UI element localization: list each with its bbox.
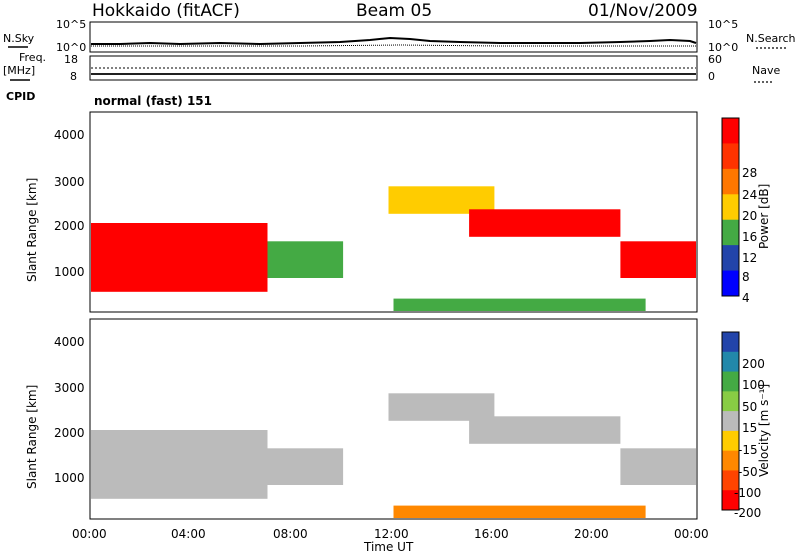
- velocity-panel: [91, 393, 696, 518]
- velocity-cbar-tick-50: 50: [742, 400, 757, 414]
- velocity-colorbar-swatch-4: [722, 411, 739, 432]
- nsearch-label: N.Search: [746, 32, 796, 45]
- ylabel-power: Slant Range [km]: [25, 178, 39, 282]
- velocity-cbar-tick-15: 15: [742, 421, 757, 435]
- xtick-1: 04:00: [171, 527, 206, 541]
- velocity-colorbar-swatch-0: [722, 332, 739, 353]
- nsearch-trace: [91, 44, 696, 47]
- freq-panel: [89, 55, 698, 81]
- nsky-label: N.Sky: [3, 32, 35, 45]
- xtick-3: 12:00: [374, 527, 409, 541]
- freq-tick-bottom: 8: [70, 70, 77, 83]
- velocity-colorbar-label: Velocity [m s⁻¹]: [757, 384, 771, 477]
- power-region-4: [620, 241, 696, 278]
- velocity-colorbar-swatch-6: [722, 450, 739, 471]
- velocity-colorbar: [721, 331, 740, 511]
- power-cbar-tick-8: 8: [742, 270, 750, 284]
- power-cbar-tick-20: 20: [742, 209, 757, 223]
- velocity-ytick-4000: 4000: [54, 335, 85, 349]
- power-ytick-2000: 2000: [54, 219, 85, 233]
- velocity-ytick-1000: 1000: [54, 471, 85, 485]
- velocity-cbar-tick-100: 100: [742, 378, 765, 392]
- velocity-panel-frame: [89, 318, 698, 520]
- velocity-ytick-3000: 3000: [54, 381, 85, 395]
- power-colorbar-swatch-4: [722, 219, 739, 246]
- velocity-colorbar-swatch-1: [722, 351, 739, 373]
- power-cbar-tick-24: 24: [742, 188, 757, 202]
- freq-label-1: Freq.: [19, 51, 46, 64]
- noise-tick-bottom-left: 10^0: [56, 41, 86, 54]
- velocity-ytick-2000: 2000: [54, 426, 85, 440]
- power-region-0: [91, 223, 268, 292]
- cpid-label: CPID: [6, 90, 35, 103]
- velocity-region-0: [91, 430, 268, 499]
- power-colorbar-swatch-6: [722, 270, 739, 297]
- power-colorbar: [721, 117, 740, 297]
- power-colorbar-swatch-5: [722, 245, 739, 272]
- power-panel-frame: [89, 111, 698, 313]
- velocity-colorbar-swatch-5: [722, 430, 739, 452]
- velocity-cbar-tick-minus100: -100: [734, 486, 761, 500]
- power-ytick-1000: 1000: [54, 265, 85, 279]
- velocity-cbar-tick-minus50: -50: [738, 465, 758, 479]
- xtick-6: 00:00: [674, 527, 709, 541]
- power-colorbar-label: Power [dB]: [757, 184, 771, 249]
- power-region-3: [469, 209, 621, 237]
- power-cbar-tick-4: 4: [742, 291, 750, 305]
- velocity-colorbar-frame: [721, 331, 740, 511]
- power-cbar-tick-28: 28: [742, 166, 757, 180]
- velocity-region-5: [393, 505, 646, 518]
- nave-tick-top: 60: [708, 53, 722, 66]
- power-region-2: [388, 186, 495, 214]
- power-colorbar-swatch-0: [722, 118, 739, 144]
- power-ytick-3000: 3000: [54, 175, 85, 189]
- xtick-5: 20:00: [574, 527, 609, 541]
- power-region-1: [267, 241, 344, 278]
- nsky-trace: [91, 36, 697, 46]
- velocity-region-2: [388, 393, 495, 421]
- velocity-cbar-tick-minus15: -15: [738, 443, 758, 457]
- velocity-colorbar-swatch-7: [722, 470, 739, 491]
- velocity-colorbar-swatch-8: [722, 490, 739, 511]
- xtick-4: 16:00: [474, 527, 509, 541]
- noise-tick-bottom-right: 10^0: [708, 41, 738, 54]
- noise-tick-top-right: 10^5: [708, 18, 738, 31]
- noise-panel: [89, 21, 698, 53]
- velocity-cbar-tick-minus200: -200: [734, 506, 761, 520]
- xlabel: Time UT: [363, 540, 414, 554]
- freq-tick-top: 18: [64, 53, 78, 66]
- beam-title: Beam 05: [356, 1, 433, 21]
- velocity-cbar-tick-200: 200: [742, 357, 765, 371]
- nave-tick-bottom: 0: [708, 70, 715, 83]
- velocity-region-4: [620, 448, 696, 485]
- noise-tick-top-left: 10^5: [56, 18, 86, 31]
- power-cbar-tick-16: 16: [742, 230, 757, 244]
- power-colorbar-swatch-3: [722, 194, 739, 221]
- xtick-2: 08:00: [273, 527, 308, 541]
- xtick-0: 00:00: [72, 527, 107, 541]
- station-title: Hokkaido (fitACF): [92, 1, 240, 21]
- velocity-region-1: [267, 448, 344, 485]
- ylabel-velocity: Slant Range [km]: [25, 385, 39, 489]
- velocity-region-3: [469, 416, 621, 444]
- power-cbar-tick-12: 12: [742, 251, 757, 265]
- velocity-colorbar-swatch-3: [722, 391, 739, 412]
- power-colorbar-swatch-2: [722, 168, 739, 195]
- power-colorbar-frame: [721, 117, 740, 297]
- nave-label: Nave: [752, 64, 780, 77]
- freq-label-2: [MHz]: [3, 64, 35, 77]
- cpid-value: normal (fast) 151: [94, 94, 212, 108]
- power-region-5: [393, 298, 646, 311]
- velocity-colorbar-swatch-2: [722, 371, 739, 392]
- power-colorbar-swatch-1: [722, 143, 739, 170]
- power-panel: [91, 186, 696, 311]
- power-ytick-4000: 4000: [54, 128, 85, 142]
- date-title: 01/Nov/2009: [588, 1, 698, 21]
